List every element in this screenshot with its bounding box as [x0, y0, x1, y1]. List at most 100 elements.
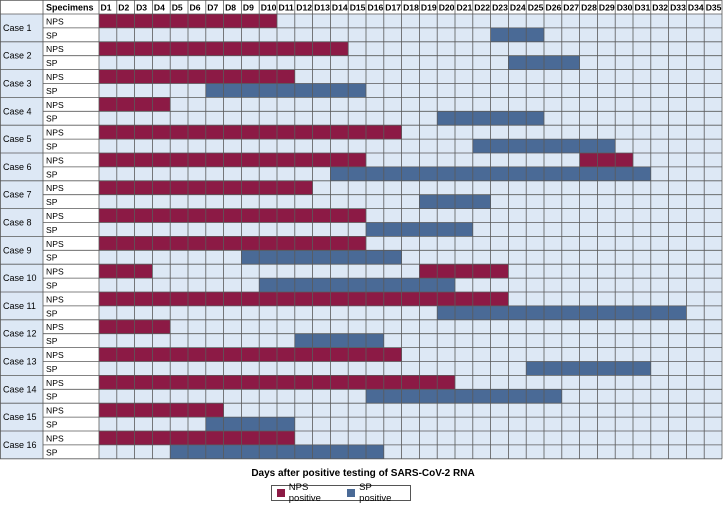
header-d17: D17 [385, 3, 401, 13]
bar-case9-nps-1 [99, 236, 366, 251]
specimen-label-6-sp: SP [46, 169, 58, 179]
case-label-8: Case 8 [3, 218, 32, 228]
bar-case15-nps-1 [99, 403, 224, 418]
case-label-12: Case 12 [3, 329, 37, 339]
case-label-11: Case 11 [3, 301, 36, 311]
specimen-label-13-sp: SP [46, 364, 58, 374]
header-d14: D14 [332, 3, 348, 13]
case-label-4: Case 4 [3, 106, 32, 116]
bar-case13-nps-1 [99, 347, 402, 362]
specimen-label-14-nps: NPS [46, 378, 64, 388]
header-d35: D35 [706, 3, 722, 13]
header-d32: D32 [652, 3, 668, 13]
specimen-label-8-sp: SP [46, 225, 58, 235]
specimen-label-16-nps: NPS [46, 433, 64, 443]
specimen-label-1-nps: NPS [46, 16, 64, 26]
specimen-positivity-chart: Specimens D1 D2 D3 D4 D5 D6 D7 D8 D9 D10 D11 D12 D13 D… [0, 0, 723, 460]
specimen-label-10-sp: SP [46, 281, 58, 291]
case-label-3: Case 3 [3, 79, 32, 89]
bar-case3-sp-1 [205, 83, 366, 98]
legend-item-sp: SP positive [347, 482, 405, 504]
bar-case10-nps-2 [419, 264, 509, 279]
specimen-label-5-nps: NPS [46, 128, 64, 138]
specimen-label-8-nps: NPS [46, 211, 64, 221]
specimen-label-7-nps: NPS [46, 183, 64, 193]
header-d9: D9 [243, 3, 254, 13]
legend: NPS positive SP positive [271, 482, 411, 504]
case-label-13: Case 13 [3, 357, 37, 367]
bar-case6-nps-2 [579, 153, 633, 167]
specimen-label-10-nps: NPS [46, 267, 64, 277]
bar-case3-nps-1 [99, 69, 295, 84]
header-d20: D20 [439, 3, 455, 13]
specimen-label-4-nps: NPS [46, 100, 64, 110]
specimen-label-3-sp: SP [46, 86, 58, 96]
bar-case15-sp-1 [205, 417, 295, 431]
legend-swatch-nps [277, 489, 285, 497]
case-label-16: Case 16 [3, 440, 37, 450]
case-label-15: Case 15 [3, 412, 37, 422]
header-d16: D16 [368, 3, 384, 13]
header-d23: D23 [492, 3, 508, 13]
specimen-label-4-sp: SP [46, 114, 58, 124]
bar-case12-sp-1 [294, 333, 384, 348]
specimen-label-15-sp: SP [46, 420, 58, 430]
specimen-label-11-sp: SP [46, 308, 58, 318]
bar-case8-nps-1 [99, 208, 366, 223]
specimen-label-14-sp: SP [46, 392, 58, 402]
bar-case16-nps-1 [99, 431, 295, 445]
case-label-5: Case 5 [3, 134, 32, 144]
bar-case14-sp-1 [366, 389, 562, 404]
specimen-label-9-nps: NPS [46, 239, 64, 249]
legend-label-sp: SP positive [359, 482, 392, 504]
bar-case6-nps-1 [99, 153, 366, 167]
case-label-14: Case 14 [3, 384, 37, 394]
header-d3: D3 [136, 3, 147, 13]
x-axis-label: Days after positive testing of SARS-CoV-… [251, 468, 475, 479]
header-specimens: Specimens [46, 3, 94, 13]
specimen-label-9-sp: SP [46, 253, 58, 263]
bar-case10-sp-1 [259, 278, 455, 292]
header-d18: D18 [403, 3, 419, 13]
header-d25: D25 [528, 3, 544, 13]
header-d12: D12 [296, 3, 312, 13]
specimen-label-15-nps: NPS [46, 406, 64, 416]
case-label-6: Case 6 [3, 162, 32, 172]
bar-case1-sp-1 [490, 27, 544, 42]
specimen-label-1-sp: SP [46, 30, 58, 40]
specimen-label-12-nps: NPS [46, 322, 64, 332]
specimen-label-6-nps: NPS [46, 155, 64, 165]
specimen-label-12-sp: SP [46, 336, 58, 346]
header-d28: D28 [581, 3, 597, 13]
header-d4: D4 [154, 3, 165, 13]
header-d27: D27 [563, 3, 579, 13]
case-label-1: Case 1 [3, 23, 32, 33]
header-d2: D2 [118, 3, 129, 13]
legend-item-nps: NPS positive [277, 482, 341, 504]
specimen-label-13-nps: NPS [46, 350, 64, 360]
header-d6: D6 [190, 3, 201, 13]
header-d15: D15 [350, 3, 366, 13]
case-label-7: Case 7 [3, 190, 32, 200]
header-d8: D8 [225, 3, 236, 13]
specimen-label-16-sp: SP [46, 447, 58, 457]
specimen-label-11-nps: NPS [46, 294, 64, 304]
case-label-2: Case 2 [3, 51, 32, 61]
header-d22: D22 [474, 3, 490, 13]
specimen-label-5-sp: SP [46, 142, 58, 152]
header-d24: D24 [510, 3, 526, 13]
header-d5: D5 [172, 3, 183, 13]
header-d19: D19 [421, 3, 437, 13]
header-d13: D13 [314, 3, 330, 13]
specimen-label-3-nps: NPS [46, 72, 64, 82]
bar-case10-nps-1 [99, 264, 153, 279]
header-d11: D11 [279, 3, 295, 13]
specimen-label-2-nps: NPS [46, 44, 64, 54]
bar-case11-nps-1 [99, 292, 509, 306]
case-label-9: Case 9 [3, 245, 32, 255]
header-d26: D26 [546, 3, 562, 13]
header-d10: D10 [261, 3, 277, 13]
legend-label-nps: NPS positive [288, 482, 321, 504]
specimen-label-7-sp: SP [46, 197, 58, 207]
bar-case5-nps-1 [99, 125, 402, 140]
